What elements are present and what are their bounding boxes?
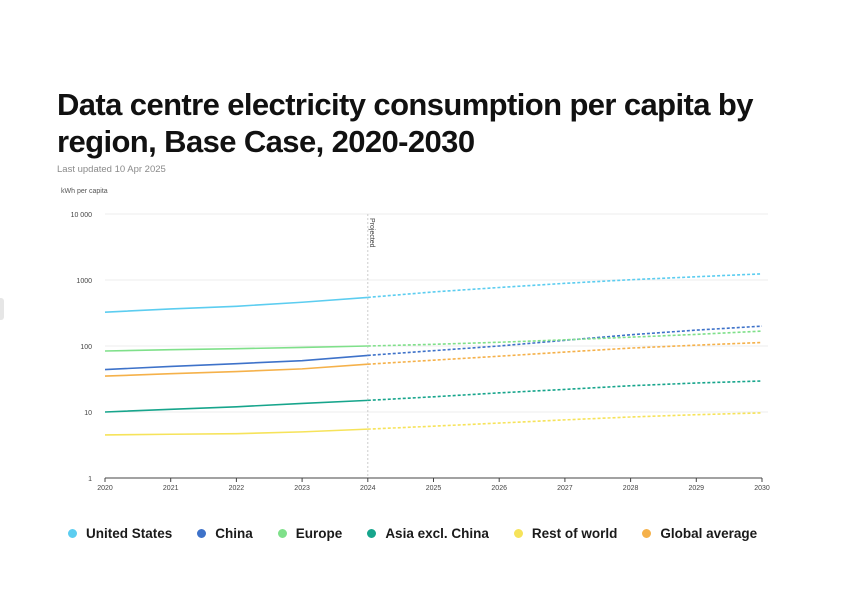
- legend: United States China Europe Asia excl. China…: [68, 526, 757, 541]
- y-tick-label: 100: [80, 344, 92, 351]
- legend-item-united-states[interactable]: United States: [68, 526, 172, 541]
- legend-item-china[interactable]: China: [197, 526, 253, 541]
- legend-swatch: [367, 529, 377, 538]
- x-tick-label: 2027: [557, 485, 573, 492]
- legend-swatch: [642, 529, 652, 538]
- series-line-united-states: [104, 296, 368, 314]
- series-line-europe: [104, 345, 368, 352]
- x-tick-label: 2020: [97, 485, 113, 492]
- legend-label: Asia excl. China: [385, 526, 489, 541]
- series-line-projected-global-average: [367, 341, 763, 365]
- series-line-projected-rest-of-world: [367, 412, 763, 430]
- x-tick-label: 2021: [163, 485, 179, 492]
- series-line-rest-of-world: [104, 428, 368, 436]
- x-tick-label: 2030: [754, 485, 770, 492]
- legend-swatch: [68, 529, 77, 538]
- legend-label: United States: [86, 526, 173, 541]
- x-tick-label: 2024: [360, 485, 376, 492]
- legend-swatch: [197, 529, 207, 538]
- series-line-projected-asia-excl-china: [367, 380, 763, 402]
- x-tick-label: 2022: [229, 485, 245, 492]
- x-tick-label: 2025: [426, 485, 442, 492]
- series-line-asia-excl-china: [104, 399, 368, 413]
- legend-item-europe[interactable]: Europe: [277, 526, 343, 541]
- projection-label: Projected: [368, 218, 375, 248]
- legend-label: China: [215, 526, 253, 541]
- y-tick-label: 1: [88, 476, 92, 483]
- series-line-global-average: [104, 363, 368, 377]
- x-tick-label: 2026: [491, 485, 507, 492]
- y-tick-label: 10: [84, 410, 92, 417]
- series-line-china: [104, 354, 368, 371]
- legend-swatch: [513, 529, 523, 538]
- x-tick-label: 2029: [689, 485, 705, 492]
- side-handle[interactable]: [0, 298, 4, 320]
- legend-label: Rest of world: [531, 526, 618, 541]
- y-axis-label: kWh per capita: [61, 188, 108, 195]
- y-tick-label: 10 000: [71, 212, 93, 219]
- chart-title: Data centre electricity consumption per …: [57, 87, 753, 159]
- legend-label: Global average: [660, 526, 758, 541]
- legend-item-global-average[interactable]: Global average: [642, 526, 757, 541]
- series-line-projected-china: [367, 325, 763, 357]
- y-tick-label: 1000: [76, 278, 92, 285]
- legend-item-asia-excl-china[interactable]: Asia excl. China: [367, 526, 489, 541]
- series-line-projected-europe: [367, 330, 763, 347]
- x-tick-label: 2028: [623, 485, 639, 492]
- legend-label: Europe: [295, 526, 343, 541]
- series-line-projected-united-states: [367, 273, 763, 299]
- x-tick-label: 2023: [294, 485, 310, 492]
- last-updated: Last updated 10 Apr 2025: [57, 164, 166, 175]
- legend-swatch: [277, 529, 287, 538]
- legend-item-rest-of-world[interactable]: Rest of world: [513, 526, 618, 541]
